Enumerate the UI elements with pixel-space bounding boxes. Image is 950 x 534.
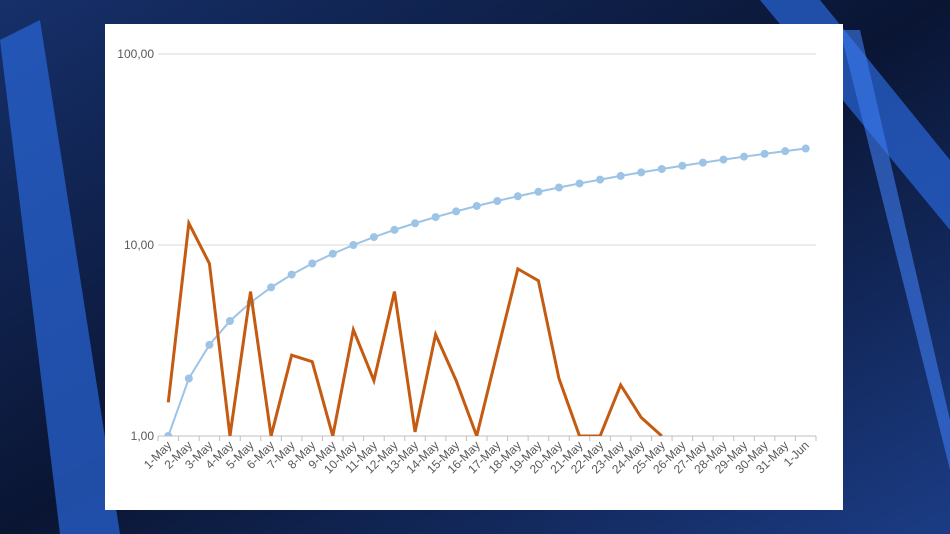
point	[554, 183, 563, 192]
point	[596, 175, 605, 184]
series-line	[166, 218, 663, 436]
point	[328, 249, 337, 258]
decor-stripe	[840, 30, 950, 470]
point	[205, 340, 214, 349]
point	[225, 317, 234, 326]
chart-area	[105, 24, 843, 510]
point	[287, 270, 296, 279]
point	[369, 233, 378, 242]
point	[267, 283, 276, 292]
point	[390, 225, 399, 234]
point	[431, 213, 440, 222]
point	[801, 144, 810, 153]
point	[616, 171, 625, 180]
plot	[164, 144, 810, 436]
point	[740, 152, 749, 161]
y-tick-label: 1,00	[131, 429, 155, 443]
point	[308, 259, 317, 268]
point	[184, 374, 193, 383]
point	[411, 219, 420, 228]
point	[657, 164, 666, 173]
point	[781, 147, 790, 156]
point	[472, 202, 481, 211]
point	[452, 207, 461, 216]
point	[678, 161, 687, 170]
point	[637, 168, 646, 177]
point	[493, 196, 502, 205]
point	[575, 179, 584, 188]
point	[698, 158, 707, 167]
point	[349, 241, 358, 249]
point	[760, 149, 769, 158]
decor-stripe	[0, 20, 120, 534]
y-tick-label: 10,00	[124, 238, 154, 252]
y-tick-label: 100,00	[117, 47, 154, 61]
point	[719, 155, 728, 164]
point	[164, 432, 173, 436]
point	[513, 192, 522, 201]
point	[534, 187, 543, 196]
